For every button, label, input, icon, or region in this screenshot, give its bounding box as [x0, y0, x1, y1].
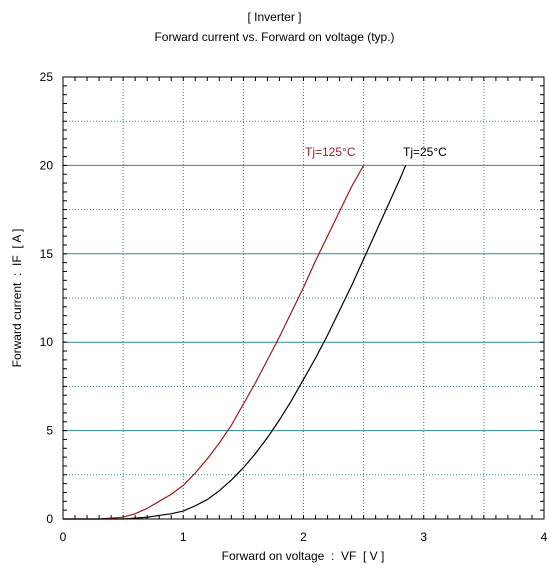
x-tick-label: 2 — [300, 530, 307, 544]
y-tick-label: 25 — [40, 70, 54, 84]
series-layer — [63, 165, 407, 520]
y-axis-label: Forward current : IF [ A ] — [10, 229, 24, 368]
y-tick-label: 15 — [40, 247, 54, 261]
y-tick-labels: 0 5 10 15 20 25 — [40, 70, 54, 526]
y-tick-label: 5 — [46, 424, 53, 438]
series-label-25: Tj=25°C — [403, 145, 447, 159]
y-tick-label: 10 — [40, 335, 54, 349]
x-tick-labels: 0 1 2 3 4 — [60, 530, 548, 544]
x-tick-label: 1 — [180, 530, 187, 544]
plot-frame — [62, 76, 545, 520]
chart-subtitle: Forward current vs. Forward on voltage (… — [154, 30, 395, 44]
y-tick-label: 0 — [46, 512, 53, 526]
x-tick-label: 0 — [60, 530, 67, 544]
x-tick-label: 3 — [420, 530, 427, 544]
x-tick-label: 4 — [541, 530, 548, 544]
grid — [63, 77, 544, 519]
chart-title: [ Inverter ] — [247, 10, 302, 24]
series-label-125: Tj=125°C — [305, 145, 356, 159]
y-tick-label: 20 — [40, 158, 54, 172]
x-axis-label: Forward on voltage : VF [ V ] — [222, 549, 385, 563]
minor-ticks — [63, 77, 544, 519]
series-line-1 — [63, 165, 407, 520]
series-line-0 — [63, 165, 365, 520]
